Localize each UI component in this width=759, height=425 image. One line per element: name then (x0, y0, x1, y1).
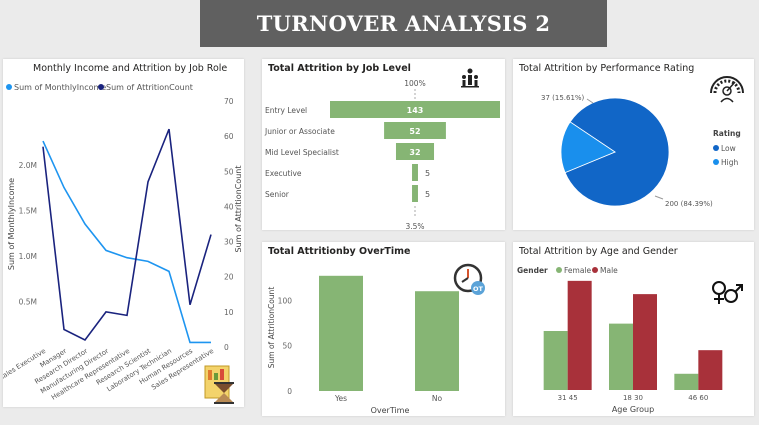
performance-gauge-icon (710, 76, 744, 103)
org-hierarchy-icon (461, 68, 479, 88)
funnel-bar (384, 122, 446, 139)
funnel-value-label: 5 (425, 190, 430, 199)
pie-slice-low (564, 97, 670, 207)
funnel-category-label: Junior or Associate (264, 127, 335, 136)
funnel-category-label: Executive (265, 169, 302, 178)
funnel-bar (330, 101, 500, 118)
y2-tick-label: 60 (224, 132, 234, 141)
funnel-bar (395, 143, 435, 160)
y-tick-label: 1.0M (19, 252, 37, 261)
pie-legend-marker (713, 145, 719, 151)
age-gender-chart: Gender Female Male 31 45 18 30 46 60 Age Group (517, 266, 743, 414)
y2-tick-label: 0 (224, 343, 229, 352)
income-attrition-chart: Sum of MonthlyIncome Sum of AttritionCoun… (3, 83, 243, 404)
job-level-funnel: 100% Entry Level 143 Junior or Associate 52 M… (264, 68, 500, 230)
age-gender-title: Total Attrition by Age and Gender (519, 246, 678, 257)
pie-label-low: 200 (84.39%) (665, 200, 713, 208)
pie-legend-marker (713, 159, 719, 165)
age-gender-bar (698, 350, 723, 390)
age-legend-marker (592, 267, 598, 273)
funnel-value-label: 5 (425, 169, 430, 178)
funnel-bar (412, 185, 418, 202)
pie-leader-high (586, 98, 594, 104)
y-tick-label: 1.5M (19, 206, 37, 215)
pie-legend-title: Rating (713, 129, 741, 138)
y2-tick-label: 10 (224, 308, 234, 317)
funnel-value-label: 143 (407, 106, 424, 115)
performance-title: Total Attrition by Performance Rating (519, 63, 695, 74)
age-gender-bar (567, 280, 592, 390)
job-level-card[interactable]: Total Attrition by Job Level 100% Entry L… (262, 59, 505, 230)
pie-slice-high (560, 121, 616, 174)
y-tick-label: 2.0M (19, 161, 37, 170)
svg-text:OT: OT (473, 285, 484, 293)
overtime-bar (415, 291, 459, 391)
y-axis-title: Sum of MonthlyIncome (7, 178, 16, 270)
funnel-category-label: Entry Level (265, 106, 307, 115)
age-gender-card[interactable]: Total Attrition by Age and Gender Gender… (513, 242, 754, 416)
age-legend-label: Male (600, 266, 618, 275)
y2-tick-label: 50 (224, 167, 234, 176)
x-tick-label: 31 45 (558, 394, 578, 402)
age-gender-bar (633, 294, 657, 390)
y-tick-label: 50 (282, 342, 292, 351)
income-attrition-title: Monthly Income and Attrition by Job Role (33, 63, 228, 74)
pie-legend-label: High (721, 158, 738, 167)
report-hourglass-icon (204, 365, 234, 404)
age-legend-title: Gender (517, 266, 548, 275)
income-line (42, 140, 211, 344)
age-gender-bar (609, 323, 633, 390)
gender-symbols-icon (712, 281, 743, 304)
legend-label-attrition: Sum of AttritionCount (106, 83, 193, 92)
y2-tick-label: 40 (224, 202, 234, 211)
performance-pie: 200 (84.39%) 37 (15.61%) Rating Low High (541, 76, 744, 208)
x-axis-title: OverTime (371, 406, 410, 415)
x-tick-label: No (432, 394, 443, 403)
income-attrition-card[interactable]: Monthly Income and Attrition by Job Role… (3, 59, 244, 407)
x-tick-label: 46 60 (688, 394, 708, 402)
attrition-line (42, 128, 212, 341)
funnel-category-label: Mid Level Specialist (265, 148, 339, 157)
overtime-clock-icon: OT (453, 263, 485, 295)
overtime-title: Total Attritionby OverTime (268, 246, 411, 257)
x-tick-label: 18 30 (623, 394, 643, 402)
funnel-bottom-percent: 3.5% (405, 222, 424, 230)
overtime-bar (319, 275, 363, 391)
x-tick-label: Yes (334, 394, 347, 403)
legend-marker-income (6, 84, 12, 90)
funnel-value-label: 52 (409, 127, 420, 136)
funnel-category-label: Senior (265, 190, 290, 199)
overtime-card[interactable]: Total Attritionby OverTime 0 50 100 Sum of … (262, 242, 505, 416)
legend-marker-attrition (98, 84, 104, 90)
age-gender-bar (674, 373, 699, 390)
pie-leader-low (654, 195, 664, 200)
funnel-top-percent: 100% (404, 79, 425, 88)
y2-tick-label: 30 (224, 238, 234, 247)
age-legend-label: Female (564, 266, 592, 275)
page-title: TURNOVER ANALYSIS 2 (200, 0, 607, 47)
funnel-value-label: 32 (409, 148, 420, 157)
job-level-title: Total Attrition by Job Level (268, 63, 411, 74)
age-legend-marker (556, 267, 562, 273)
y2-axis-title: Sum of AttritionCount (234, 166, 243, 253)
x-axis-title: Age Group (612, 405, 654, 414)
y-tick-label: 0.5M (19, 297, 37, 306)
y2-tick-label: 20 (224, 273, 234, 282)
performance-card[interactable]: Total Attrition by Performance Rating 20… (513, 59, 754, 230)
y-tick-label: 0 (287, 387, 292, 396)
pie-label-high: 37 (15.61%) (541, 94, 585, 102)
pie-legend-label: Low (721, 144, 736, 153)
legend-label-income: Sum of MonthlyIncome (14, 83, 106, 92)
funnel-bar (412, 164, 418, 181)
age-gender-bar (543, 331, 568, 390)
y-axis-title: Sum of AttritionCount (267, 287, 276, 369)
y-tick-label: 100 (278, 296, 293, 305)
y2-tick-label: 70 (224, 97, 234, 106)
